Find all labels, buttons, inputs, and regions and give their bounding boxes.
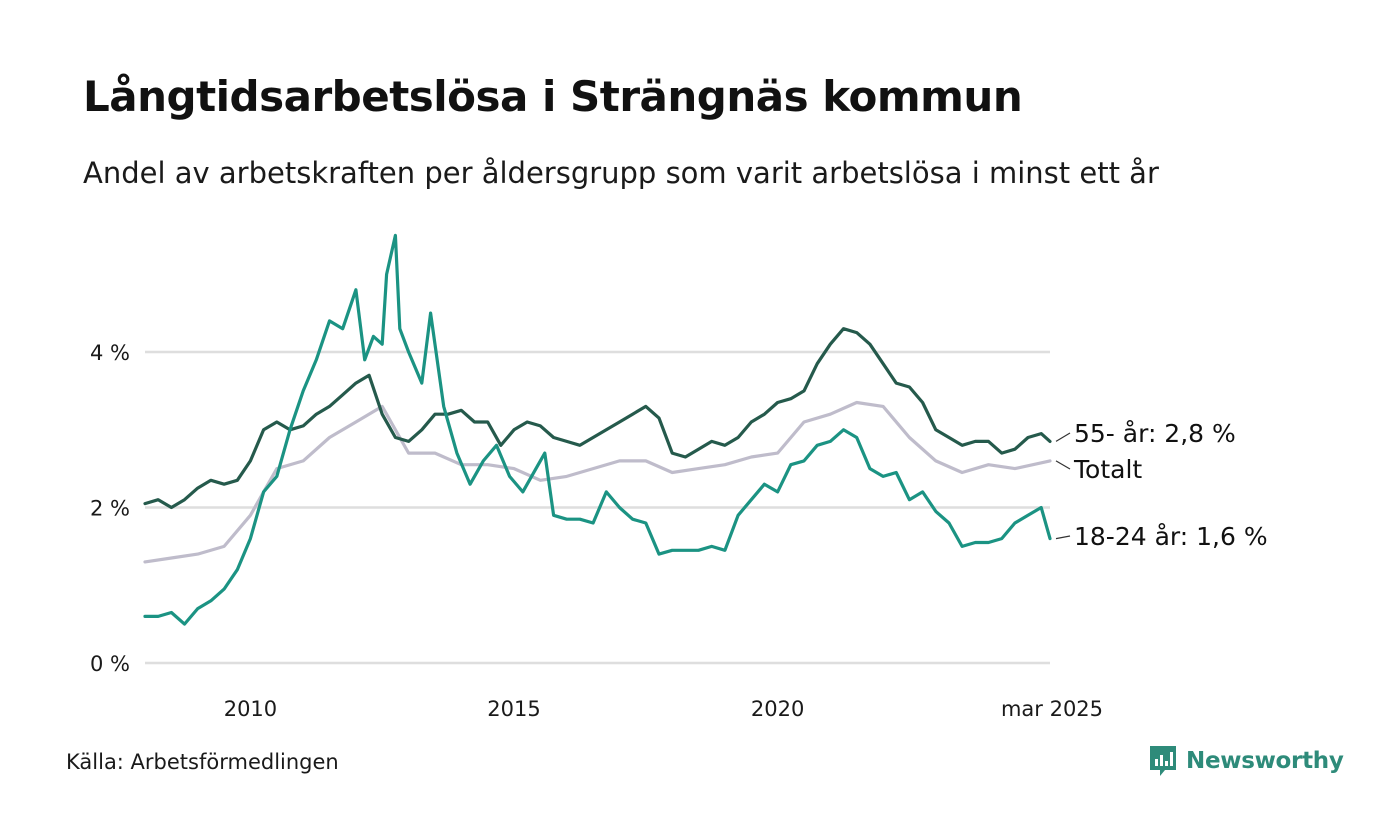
label-leader (1055, 460, 1071, 470)
series-line-55-r (143, 327, 1052, 510)
x-tick-label: 2015 (487, 697, 540, 721)
y-tick-label: 4 % (90, 341, 130, 365)
x-axis-ticks: 2010 2015 2020 mar 2025 (224, 697, 1103, 721)
x-tick-label: mar 2025 (1001, 697, 1103, 721)
series-line-18-24-r (143, 233, 1052, 626)
label-leader (1055, 432, 1071, 442)
brand-logo: Newsworthy (1148, 744, 1344, 778)
x-tick-label: 2020 (751, 697, 804, 721)
series-line-Totalt (143, 400, 1052, 564)
series-labels: Totalt 55- år: 2,8 % 18-24 år: 1,6 % (1055, 419, 1268, 551)
y-tick-label: 2 % (90, 497, 130, 521)
series-lines (143, 233, 1052, 626)
series-label: 18-24 år: 1,6 % (1074, 522, 1268, 551)
x-tick-label: 2010 (224, 697, 277, 721)
gridlines (145, 350, 1050, 665)
bar-chart-badge-icon (1150, 746, 1176, 776)
y-axis-ticks: 0 % 2 % 4 % (90, 341, 130, 676)
source-note: Källa: Arbetsförmedlingen (66, 750, 339, 774)
series-label: Totalt (1073, 455, 1142, 484)
chart-subtitle: Andel av arbetskraften per åldersgrupp s… (83, 156, 1159, 190)
brand-name: Newsworthy (1186, 748, 1344, 774)
chart-title: Långtidsarbetslösa i Strängnäs kommun (83, 72, 1023, 121)
y-tick-label: 0 % (90, 652, 130, 676)
label-leader (1055, 535, 1071, 540)
series-label: 55- år: 2,8 % (1074, 419, 1236, 448)
